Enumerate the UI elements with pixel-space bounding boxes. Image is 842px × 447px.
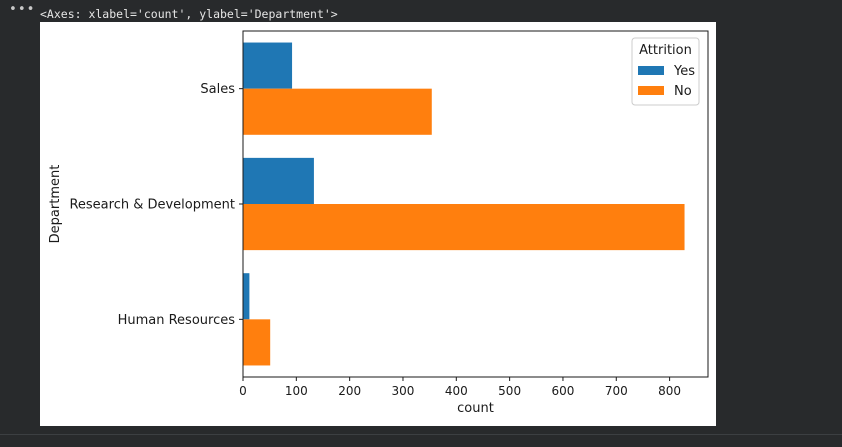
legend-swatch-no xyxy=(638,86,664,95)
bars-group xyxy=(243,42,685,366)
bar-yes-2 xyxy=(243,273,250,320)
y-axis-label: Department xyxy=(48,165,63,244)
x-axis-label: count xyxy=(457,401,494,416)
bar-yes-0 xyxy=(243,42,293,89)
legend-swatch-yes xyxy=(638,66,664,75)
axes-frame xyxy=(242,30,709,378)
x-tick-label: 300 xyxy=(392,384,415,398)
chart-figure: Sales Research & Development Human Resourc… xyxy=(40,22,716,426)
legend-label-yes: Yes xyxy=(673,64,695,79)
x-tick-label: 100 xyxy=(285,384,308,398)
legend: Attrition Yes No xyxy=(631,37,700,106)
bar-chart: Sales Research & Development Human Resourc… xyxy=(48,30,709,416)
x-tick-label: 500 xyxy=(498,384,521,398)
output-menu-button[interactable]: ••• xyxy=(9,2,36,17)
y-tick-label: Research & Development xyxy=(69,198,235,213)
x-tick-label: 800 xyxy=(658,384,681,398)
y-tick-label: Human Resources xyxy=(118,313,236,328)
bar-no-1 xyxy=(243,204,685,251)
output-repr-text: <Axes: xlabel='count', ylabel='Departmen… xyxy=(40,7,338,21)
x-tick-label: 700 xyxy=(605,384,628,398)
legend-label-no: No xyxy=(674,84,692,99)
bar-no-2 xyxy=(243,319,271,366)
x-tick-label: 0 xyxy=(239,384,247,398)
bar-yes-1 xyxy=(243,157,314,204)
x-tick-label: 600 xyxy=(552,384,575,398)
divider xyxy=(0,434,842,435)
x-tick-label: 200 xyxy=(338,384,361,398)
bar-no-0 xyxy=(243,88,432,135)
legend-title: Attrition xyxy=(639,43,692,58)
ticks-group: Sales Research & Development Human Resourc… xyxy=(69,82,681,398)
y-tick-label: Sales xyxy=(200,82,235,97)
x-tick-label: 400 xyxy=(445,384,468,398)
